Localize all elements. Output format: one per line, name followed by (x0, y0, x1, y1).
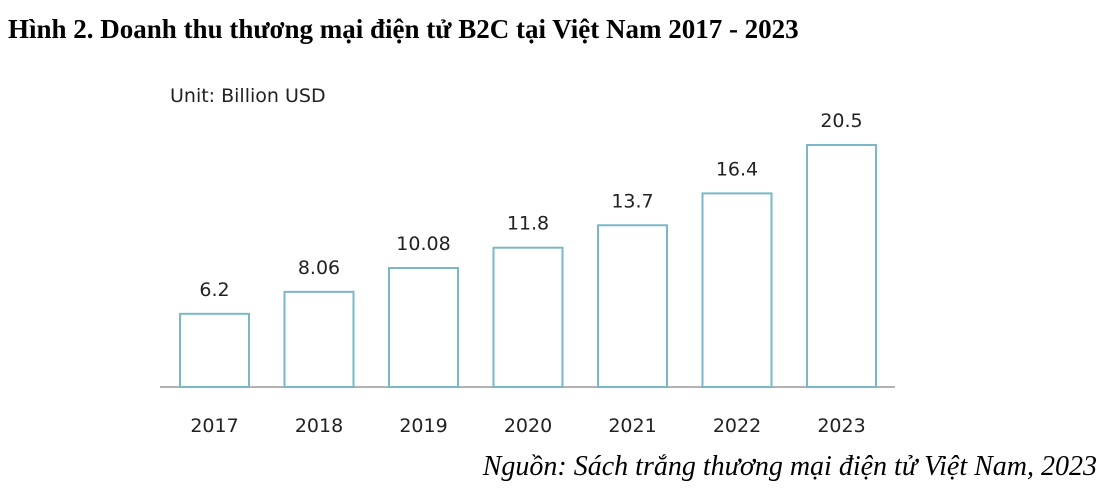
bar (283, 290, 355, 389)
bar (388, 267, 459, 389)
x-tick-label: 2018 (295, 415, 343, 437)
bar (179, 312, 250, 388)
bar (492, 246, 564, 388)
chart-title: Hình 2. Doanh thu thương mại điện tử B2C… (8, 14, 799, 44)
x-tick-label: 2023 (817, 415, 865, 437)
value-label: 16.4 (716, 158, 758, 180)
unit-label: Unit: Billion USD (170, 85, 326, 107)
bar (806, 144, 877, 388)
value-label: 10.08 (396, 233, 450, 255)
x-tick-label: 2022 (713, 415, 761, 437)
value-label: 20.5 (820, 110, 862, 132)
value-label: 8.06 (298, 257, 340, 279)
x-tick-label: 2021 (608, 415, 656, 437)
value-label: 6.2 (199, 279, 229, 301)
value-label: 11.8 (507, 213, 549, 235)
bar (597, 224, 668, 388)
value-label: 13.7 (611, 190, 653, 212)
bar (701, 192, 773, 388)
x-tick-label: 2019 (399, 415, 447, 437)
x-tick-label: 2017 (190, 415, 238, 437)
source-note: Nguồn: Sách trắng thương mại điện tử Việ… (482, 451, 1097, 482)
x-tick-label: 2020 (504, 415, 552, 437)
